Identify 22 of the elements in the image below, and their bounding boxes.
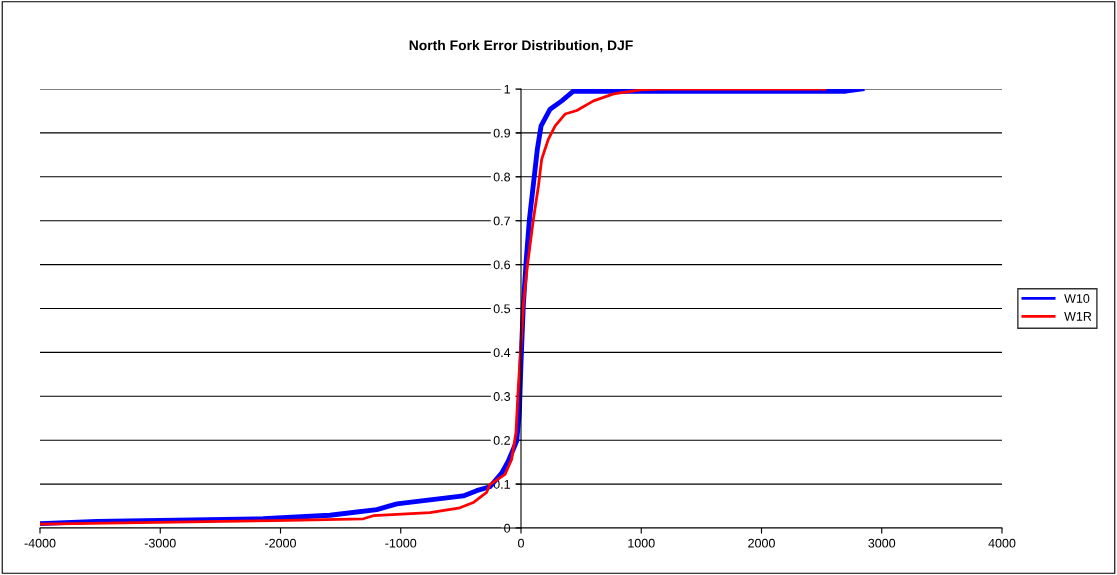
- x-tick-label: -2000: [265, 538, 296, 548]
- chart-title: North Fork Error Distribution, DJF: [409, 40, 633, 53]
- y-tick-label: 0.2: [493, 436, 510, 445]
- x-tick-label: -4000: [24, 538, 56, 548]
- x-tick-label: -3000: [144, 538, 176, 548]
- y-tick-label: 0.5: [493, 304, 511, 314]
- x-tick-label: 3000: [868, 538, 896, 548]
- y-tick-label: 0.4: [493, 348, 511, 358]
- y-tick-label: 0.3: [493, 392, 511, 401]
- y-tick-label: 0: [504, 523, 511, 533]
- legend-label: W10: [1064, 294, 1090, 303]
- x-tick-label: 4000: [988, 538, 1016, 548]
- x-tick-label: -1000: [385, 538, 417, 548]
- x-tick-label: 1000: [628, 538, 655, 548]
- legend-label: W1R: [1064, 312, 1092, 321]
- y-tick-label: 0.9: [493, 128, 510, 138]
- x-tick-label: 2000: [748, 538, 775, 548]
- y-tick-label: 0.8: [493, 172, 511, 182]
- y-tick-label: 1: [504, 84, 510, 94]
- y-tick-label: 0.7: [493, 216, 510, 226]
- x-tick-label: 0: [518, 538, 524, 548]
- y-tick-label: 0.6: [493, 260, 511, 270]
